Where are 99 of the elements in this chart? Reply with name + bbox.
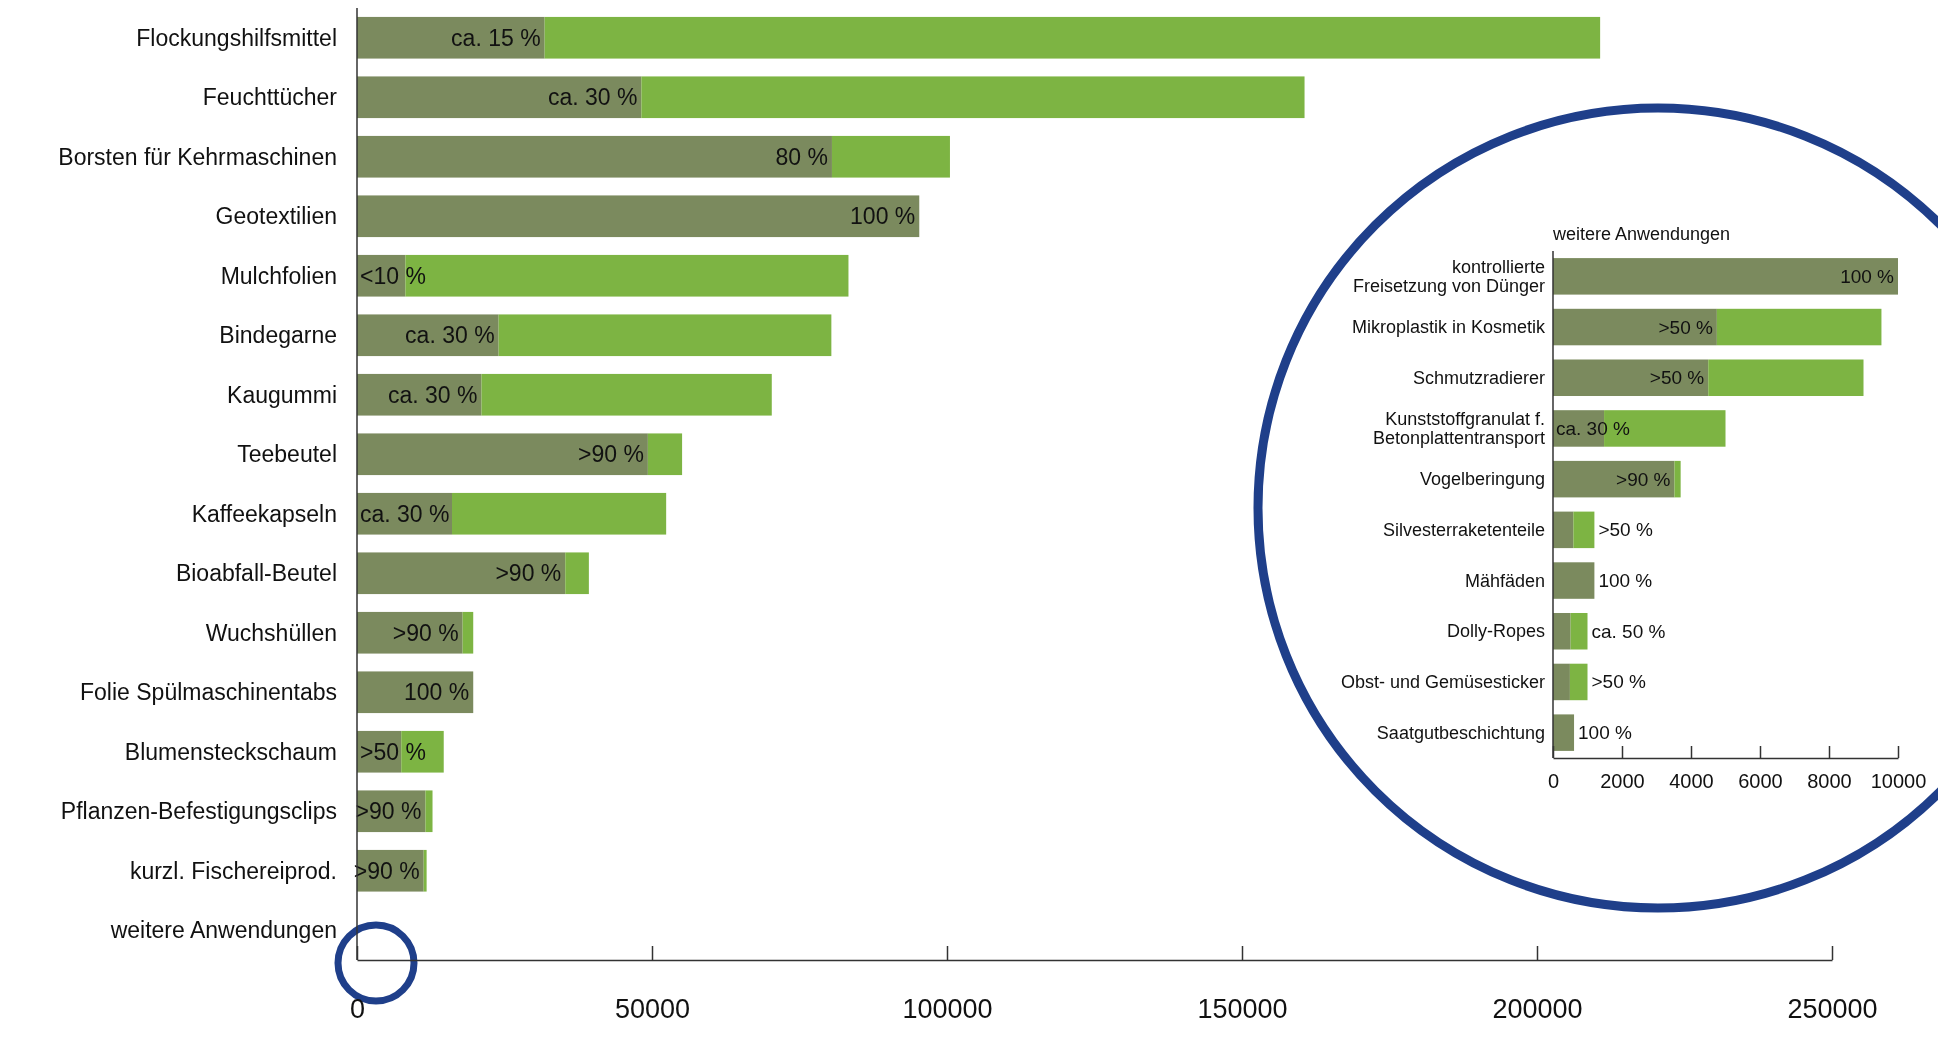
y-tick-label: Mulchfolien <box>220 262 337 289</box>
annotation: >90 % <box>392 619 459 646</box>
y-tick-label: Obst- und Gemüsesticker <box>1340 671 1545 692</box>
bar <box>1553 258 1898 295</box>
y-tick-label: Kaugummi <box>227 381 337 408</box>
annotation: >50 % <box>1658 316 1713 338</box>
y-tick-label: Blumensteckschaum <box>124 738 337 765</box>
bar <box>1553 613 1571 650</box>
bar <box>357 76 642 119</box>
y-tick-label: Silvesterraketenteile <box>1382 519 1545 540</box>
x-tick-label: 8000 <box>1807 770 1852 793</box>
bar <box>1553 663 1570 701</box>
bar <box>1573 511 1595 549</box>
annotation: >90 % <box>578 441 644 468</box>
y-tick-label: Kaffeekapseln <box>191 500 337 527</box>
annotation: 100 % <box>850 203 916 230</box>
bar <box>357 16 545 59</box>
bar <box>1708 359 1864 396</box>
bar <box>641 76 1305 119</box>
x-tick-label: 6000 <box>1738 770 1783 793</box>
bar <box>1569 663 1588 701</box>
bar <box>498 314 832 357</box>
annotation: ca. 30 % <box>547 84 638 111</box>
x-tick-label: 150000 <box>1197 994 1288 1025</box>
y-tick-label: Vogelberingung <box>1419 469 1545 490</box>
y-tick-label: kontrollierte Freisetzung von Dünger <box>1352 256 1545 296</box>
y-tick-label: Saatgutbeschichtung <box>1376 722 1545 743</box>
annotation: >50 % <box>1649 367 1705 389</box>
bar <box>357 552 566 595</box>
x-tick-label: 100000 <box>902 994 993 1025</box>
bar <box>831 135 950 178</box>
bar <box>357 433 648 476</box>
y-tick-label: Folie Spülmaschinentabs <box>80 679 337 706</box>
y-tick-label: Feuchttücher <box>202 84 338 111</box>
bar <box>425 790 433 833</box>
annotation: 100 % <box>1578 722 1633 744</box>
annotation: ca. 50 % <box>1591 620 1666 642</box>
annotation: ca. 30 % <box>405 322 495 349</box>
annotation: >90 % <box>1616 468 1671 490</box>
bar <box>1553 511 1574 549</box>
bar <box>565 552 589 595</box>
y-tick-label: Teebeutel <box>237 441 337 468</box>
bar <box>401 730 444 773</box>
annotation: >50 % <box>360 738 426 765</box>
y-tick-label: Schmutzradierer <box>1412 367 1546 388</box>
annotation: >90 % <box>355 798 422 825</box>
y-tick-label: Bindegarne <box>219 322 337 349</box>
bar <box>1553 359 1709 396</box>
annotation: 80 % <box>775 143 828 170</box>
bar <box>1716 308 1882 346</box>
bar <box>357 314 499 357</box>
y-tick-label: Flockungshilfsmittel <box>136 24 337 51</box>
y-tick-label: Geotextilien <box>215 203 337 230</box>
annotation: ca. 15 % <box>451 24 541 51</box>
x-tick-label: 0 <box>1547 770 1560 793</box>
bar <box>481 373 772 416</box>
bar <box>1674 460 1681 498</box>
x-tick-label: 50000 <box>614 994 691 1025</box>
annotation: ca. 30 % <box>1556 417 1631 439</box>
y-tick-label: Pflanzen-Befestigungsclips <box>60 798 337 825</box>
x-tick-label: 4000 <box>1669 770 1714 793</box>
annotation: <10 % <box>360 262 426 289</box>
annotation: 100 % <box>1598 570 1653 592</box>
annotation: 100 % <box>1840 265 1895 287</box>
y-tick-label: Bioabfall-Beutel <box>175 560 337 587</box>
x-tick-label: 200000 <box>1492 994 1583 1025</box>
bar <box>1553 714 1575 751</box>
annotation: >90 % <box>495 560 562 587</box>
y-tick-label: Dolly-Ropes <box>1446 621 1545 642</box>
bar <box>1553 308 1717 346</box>
y-tick-label: Borsten für Kehrmaschinen <box>58 143 337 170</box>
y-tick-label: kurzl. Fischereiprod. <box>129 857 337 884</box>
annotation: ca. 30 % <box>360 500 450 527</box>
bar <box>423 849 427 892</box>
y-tick-label: Mähfäden <box>1464 570 1545 591</box>
bar <box>647 433 683 476</box>
bar <box>544 16 1601 59</box>
bar <box>451 492 667 535</box>
bar <box>357 671 474 714</box>
annotation: >50 % <box>1598 519 1653 541</box>
y-tick-label: Mikroplastik in Kosmetik <box>1351 317 1546 338</box>
bar <box>462 611 474 654</box>
bar <box>405 254 849 297</box>
annotation: >50 % <box>1591 671 1647 693</box>
annotation: ca. 30 % <box>387 381 478 408</box>
x-tick-label: 250000 <box>1787 994 1878 1025</box>
bar <box>1570 613 1588 650</box>
x-tick-label: 2000 <box>1600 770 1645 793</box>
x-tick-label: 0 <box>349 994 366 1025</box>
chart-title: weitere Anwendungen <box>1552 224 1731 244</box>
annotation: 100 % <box>404 679 470 706</box>
bar <box>357 135 832 178</box>
y-tick-label: Kunststoffgranulat f. Betonplattentransport <box>1372 409 1545 448</box>
bar <box>1553 460 1675 498</box>
y-tick-label: weitere Anwendungen <box>109 917 337 944</box>
bar <box>357 195 920 238</box>
bar <box>1553 562 1595 599</box>
x-tick-label: 10000 <box>1870 770 1927 793</box>
y-tick-label: Wuchshüllen <box>205 619 337 646</box>
